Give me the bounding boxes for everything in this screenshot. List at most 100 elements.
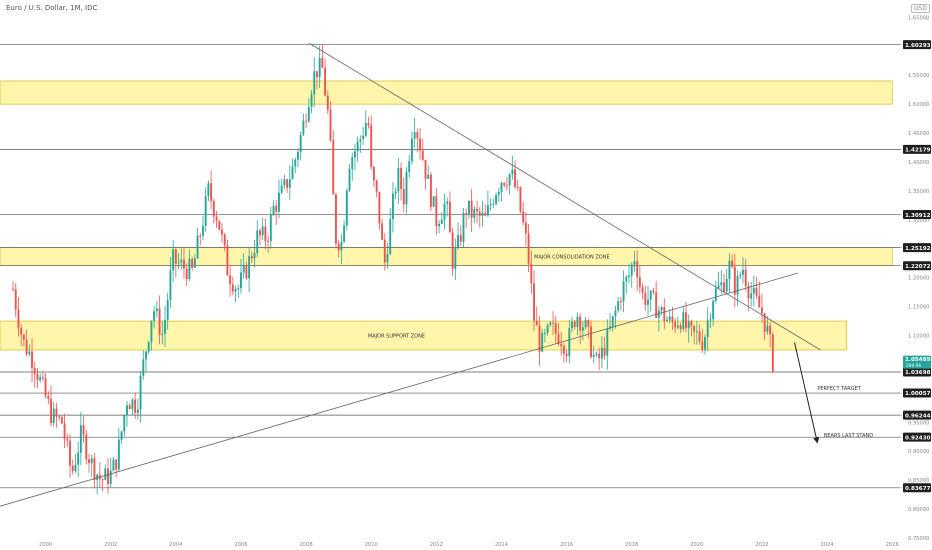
candle-body: [476, 208, 479, 212]
candle-body: [424, 159, 427, 179]
level-label-bg: [903, 210, 931, 220]
candle-body: [345, 190, 348, 226]
candle-112: [315, 71, 318, 90]
candle-body: [560, 343, 563, 346]
candle-body: [41, 377, 44, 379]
level-label-text: 0.92430: [905, 435, 931, 441]
candle-68: [196, 228, 199, 259]
candle-body: [375, 180, 378, 192]
annotation-0: PERFECT TARGET: [817, 386, 861, 392]
candle-257: [709, 313, 712, 329]
candle-body: [286, 179, 289, 188]
candle-body: [231, 284, 234, 292]
candle-102: [288, 164, 291, 200]
candle-131: [367, 116, 370, 129]
candle-254: [701, 328, 704, 353]
candle-body: [164, 319, 166, 334]
candle-body: [660, 307, 663, 311]
candle-body: [275, 205, 278, 212]
candle-body: [272, 205, 275, 215]
candle-136: [381, 218, 384, 241]
candle-211: [584, 316, 587, 330]
candle-body: [147, 341, 150, 352]
y-tick-3: 1.50000: [908, 102, 929, 108]
candle-body: [535, 320, 538, 326]
candle-body: [630, 264, 633, 276]
candle-258: [712, 298, 715, 327]
candle-196: [543, 328, 546, 343]
candle-94: [267, 235, 270, 254]
candle-body: [234, 288, 237, 292]
candle-279: [769, 322, 772, 348]
candle-212: [587, 318, 590, 339]
candle-body: [685, 312, 687, 329]
candle-181: [503, 182, 506, 188]
candle-body: [58, 416, 61, 418]
x-tick-7: 2014: [495, 542, 509, 548]
candle-145: [405, 167, 408, 214]
candle-228: [630, 261, 633, 288]
candle-150: [419, 127, 422, 160]
candle-280: [771, 331, 774, 374]
candle-body: [321, 57, 324, 68]
candle-body: [161, 333, 164, 335]
candle-89: [253, 239, 256, 268]
candle-188: [522, 202, 525, 226]
candle-body: [348, 169, 351, 191]
candle-body: [31, 351, 33, 369]
candle-body: [641, 287, 644, 293]
candle-body: [294, 159, 297, 167]
candle-body: [256, 230, 259, 254]
candle-5: [25, 329, 28, 357]
candle-body: [278, 192, 280, 212]
candle-body: [248, 256, 251, 279]
candle-body: [427, 174, 430, 179]
candle-body: [14, 289, 17, 310]
candle-body: [253, 253, 256, 259]
candle-body: [112, 459, 115, 471]
candle-247: [682, 305, 685, 332]
candle-body: [706, 320, 709, 338]
candle-88: [250, 251, 253, 264]
candle-body: [674, 321, 677, 328]
candle-body: [448, 201, 451, 233]
candle-body: [44, 377, 47, 397]
candle-body: [714, 288, 717, 301]
candle-140: [391, 182, 394, 233]
candle-275: [758, 281, 761, 308]
candle-270: [744, 258, 747, 292]
candle-19: [63, 413, 66, 449]
candle-body: [467, 200, 470, 215]
x-axis: 2000 2002 2004 2006 2008 2010 2012 2014 2016 2018…: [39, 542, 899, 548]
candle-body: [66, 438, 69, 441]
candle-body: [288, 179, 291, 188]
candle-127: [356, 136, 359, 163]
candle-97: [275, 200, 278, 226]
level-label-text: 1.42179: [905, 148, 931, 154]
candle-37: [112, 457, 115, 472]
level-label-text: 1.03698: [905, 370, 931, 376]
candle-body: [120, 431, 123, 440]
candle-body: [459, 235, 462, 242]
candle-body: [212, 200, 215, 217]
candle-body: [750, 293, 753, 299]
candle-61: [177, 253, 180, 270]
currency-badge[interactable]: USD: [911, 4, 930, 13]
candle-74: [212, 198, 215, 224]
candle-body: [527, 233, 530, 264]
candle-55: [161, 320, 164, 345]
candle-body: [682, 312, 685, 330]
candle-215: [595, 351, 598, 358]
level-label-text: 0.83677: [905, 486, 931, 492]
candle-24: [77, 441, 80, 478]
candle-body: [367, 123, 370, 126]
candle-79: [226, 239, 229, 276]
candle-75: [215, 210, 218, 229]
candle-20: [66, 434, 69, 448]
candle-208: [576, 312, 579, 336]
candle-160: [446, 197, 449, 217]
candle-body: [514, 169, 516, 188]
y-tick-0: 1.65000: [908, 15, 929, 21]
x-tick-9: 2018: [625, 542, 638, 548]
